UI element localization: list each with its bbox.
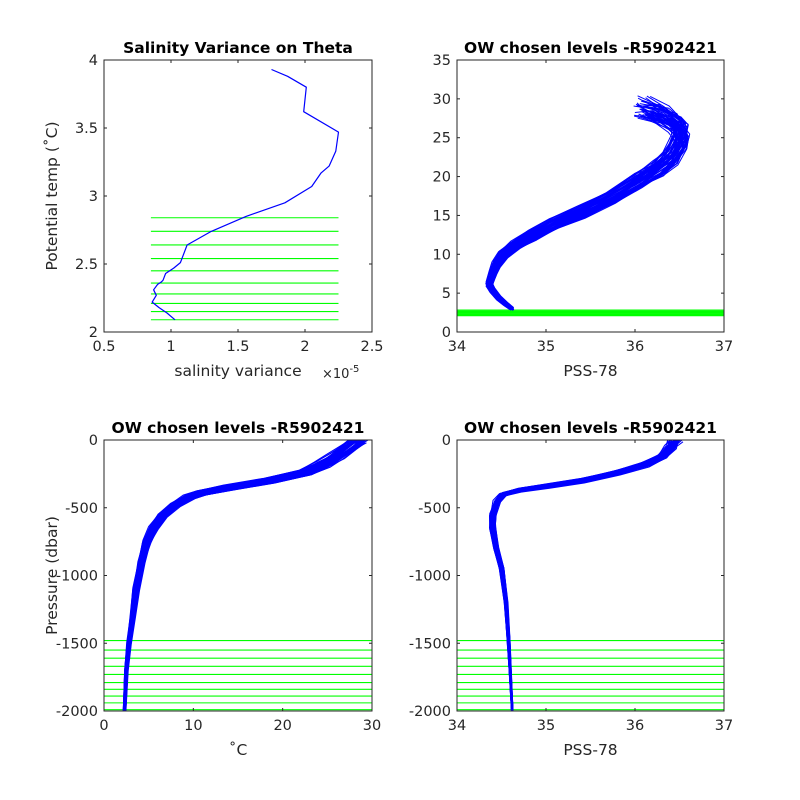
x-tick-label: 30 (363, 718, 381, 734)
x-tick-label: 37 (715, 339, 733, 355)
x-axis-label: ˚C (229, 741, 248, 759)
x-tick-label: 37 (715, 718, 733, 734)
y-tick-label: 2.5 (75, 257, 98, 273)
y-tick-label: 25 (433, 131, 451, 147)
plot-content (150, 68, 340, 321)
profile-line (486, 104, 678, 309)
x-tick-label: 34 (448, 339, 466, 355)
y-axis-label: Potential temp (˚C) (43, 122, 61, 271)
profile-line (491, 108, 688, 310)
y-tick-label: -500 (418, 501, 451, 517)
y-tick-label: 0 (442, 325, 451, 341)
chart-title: Salinity Variance on Theta (123, 39, 353, 57)
plot-area (104, 60, 372, 332)
x-axis-label: salinity variance (174, 362, 301, 380)
x-axis-exponent-base: ×10 (322, 367, 349, 382)
panel-p1: 0.5 1 1.5 2 2.5 2 2.5 3 3.5 4 Salinity Variance on… (43, 39, 384, 382)
x-tick-label: 10 (184, 718, 202, 734)
y-tick-label: -2000 (56, 704, 98, 720)
plot-content (104, 440, 372, 711)
y-tick-label: -1000 (409, 569, 451, 585)
y-tick-label: 3.5 (75, 121, 98, 137)
y-tick-label: 10 (433, 247, 451, 263)
x-tick-label: 36 (626, 718, 644, 734)
x-tick-label: 36 (626, 339, 644, 355)
plot-content (457, 95, 724, 317)
y-tick-label: -1500 (409, 636, 451, 652)
x-tick-label: 35 (537, 718, 555, 734)
y-axis-label: Pressure (dbar) (43, 516, 61, 635)
y-tick-label: 2 (89, 325, 98, 341)
profile-line (123, 440, 354, 711)
profile-line (490, 95, 686, 308)
panel-p3: 0 10 20 30 -2000 -1500 -1000 -500 0 OW chosen lev… (43, 419, 381, 759)
y-tick-label: -500 (65, 501, 98, 517)
x-tick-label: 35 (537, 339, 555, 355)
y-tick-label: -1000 (56, 569, 98, 585)
axes-frame (456, 59, 725, 333)
profile-line (493, 441, 679, 711)
y-tick-label: 20 (433, 170, 451, 186)
x-axis-label: PSS-78 (563, 362, 617, 380)
chart-title: OW chosen levels -R5902421 (112, 419, 365, 437)
chart-title: OW chosen levels -R5902421 (464, 39, 717, 57)
x-tick-label: 0.5 (92, 339, 115, 355)
profile-line (491, 111, 687, 310)
profile-line (489, 440, 669, 711)
y-tick-label: 0 (442, 433, 451, 449)
y-tick-label: 4 (89, 53, 98, 69)
y-tick-label: 3 (89, 189, 98, 205)
profile-line (489, 442, 672, 711)
profile-line (485, 114, 677, 311)
x-tick-label: 2 (300, 339, 309, 355)
x-tick-label: 1.5 (226, 339, 249, 355)
y-tick-label: -1500 (56, 636, 98, 652)
panel-p2: 34 35 36 37 0 5 10 15 20 25 30 35 OW chosen levels -… (433, 39, 734, 380)
x-tick-label: 0 (99, 718, 108, 734)
profile-line (125, 442, 365, 711)
x-tick-label: 2.5 (360, 339, 383, 355)
plot-content (457, 440, 724, 711)
x-axis-label: PSS-78 (563, 741, 617, 759)
chart-title: OW chosen levels -R5902421 (464, 419, 717, 437)
x-tick-label: 1 (166, 339, 175, 355)
y-tick-label: 35 (433, 53, 451, 69)
profile-line (492, 440, 678, 711)
panel-p4: 34 35 36 37 -2000 -1500 -1000 -500 0 OW chosen le… (409, 419, 733, 759)
series-line (151, 68, 340, 321)
y-tick-label: 5 (442, 286, 451, 302)
x-tick-label: 34 (448, 718, 466, 734)
plot-area (457, 60, 724, 332)
plot-area (104, 440, 372, 711)
y-tick-label: 15 (433, 208, 451, 224)
y-tick-label: -2000 (409, 704, 451, 720)
y-tick-label: 30 (433, 92, 451, 108)
x-axis-exponent-power: -5 (349, 364, 359, 375)
x-tick-label: 20 (273, 718, 291, 734)
y-tick-label: 0 (89, 433, 98, 449)
x-axis-exponent: ×10-5 (322, 364, 359, 382)
profile-line (124, 440, 364, 711)
